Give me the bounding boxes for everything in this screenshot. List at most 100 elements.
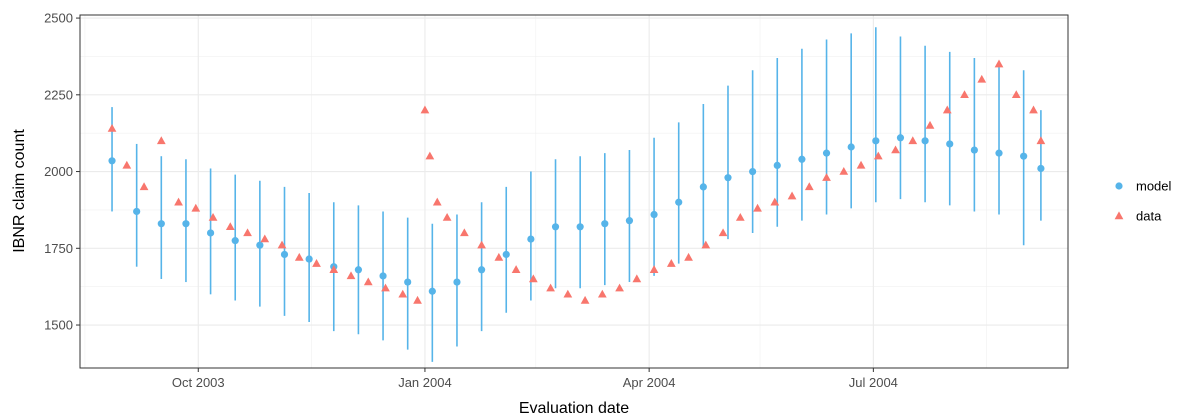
model-point [773,161,781,170]
data-point [994,59,1004,68]
data-point [139,182,149,191]
data-point [1036,136,1046,145]
axes: 1500 1750 2000 2250 2500 Oct 2003 Jan 2004 Apr … [44,11,898,390]
legend-key-model [1115,182,1123,190]
data-point [294,252,304,261]
y-tick-label: 2000 [44,164,73,179]
model-point [699,183,707,191]
model-point [749,167,757,176]
data-point [174,197,183,206]
model-point [650,210,658,219]
data-point [122,160,132,169]
x-tick-label: Jul 2004 [849,375,898,390]
data-point [977,74,987,83]
x-tick-label: Apr 2004 [623,375,676,390]
model-point [675,198,683,206]
data-point [425,151,435,160]
data-point [312,259,321,267]
model-point [206,229,215,237]
model-point [133,207,141,216]
legend: model data [1114,179,1172,224]
x-tick-label: Oct 2003 [172,375,225,390]
data-point [839,166,849,175]
model-point [256,241,264,249]
model-point [428,287,436,295]
y-tick-label: 2250 [44,87,73,102]
model-point [231,237,239,245]
panel-border [79,14,1069,369]
panel-background [80,15,1068,368]
model-point [551,223,560,231]
data-point [329,265,339,273]
data-point [413,295,422,304]
model-point [921,137,929,145]
model-point [896,134,905,142]
data-point [770,197,780,206]
model-point [502,250,510,259]
x-tick-label: Jan 2004 [398,375,452,390]
legend-label: data [1136,209,1162,224]
model-point [724,174,732,182]
data-point [1029,105,1038,114]
model-point [354,266,363,274]
data-point [225,222,235,231]
model-point [576,223,584,231]
legend-label: model [1136,179,1172,194]
data-point [420,105,430,114]
data-point [442,212,452,221]
data-point [191,203,201,212]
data-point [346,271,356,280]
model-point [872,137,880,145]
data-point [459,228,469,237]
data-point [753,203,762,212]
model-point [157,220,165,228]
data-point [260,234,270,243]
grid-lines [80,15,1068,368]
y-tick-label: 1500 [44,318,73,333]
data-point [107,123,117,132]
data-point [891,145,900,154]
model-point [1020,152,1028,160]
data-point [477,240,486,249]
data-point [208,212,218,221]
data-point [398,289,408,298]
data-point [597,289,607,298]
data-point [701,240,711,249]
model-point [970,146,978,154]
data-point [684,252,693,261]
data-point [511,265,521,273]
model-point [625,217,634,225]
model-point [1037,164,1045,173]
model-point [280,250,289,259]
data-point [856,160,866,169]
data-point [873,151,883,160]
data-point [1011,90,1021,99]
data-point [942,105,952,114]
data-point [363,277,373,286]
data-point [718,228,728,237]
data-point [822,173,831,181]
model-point [995,149,1003,157]
model-point [182,220,190,228]
data-point [156,136,166,145]
data-point [787,191,797,200]
model-point [404,278,412,286]
data-point [580,295,590,304]
y-tick-label: 1750 [44,241,73,256]
data-point [563,289,573,298]
model-point [527,235,535,243]
data-point [632,274,642,283]
model-series [108,27,1045,362]
data-point [494,252,504,261]
data-point [804,182,814,191]
model-point [822,149,831,157]
data-point [277,240,287,249]
data-point [960,90,969,99]
data-point [735,212,745,221]
data-point [381,283,390,292]
legend-key-data [1114,211,1124,220]
data-point [666,259,676,267]
model-point [478,266,486,274]
y-axis-title: IBNR claim count [11,129,28,253]
